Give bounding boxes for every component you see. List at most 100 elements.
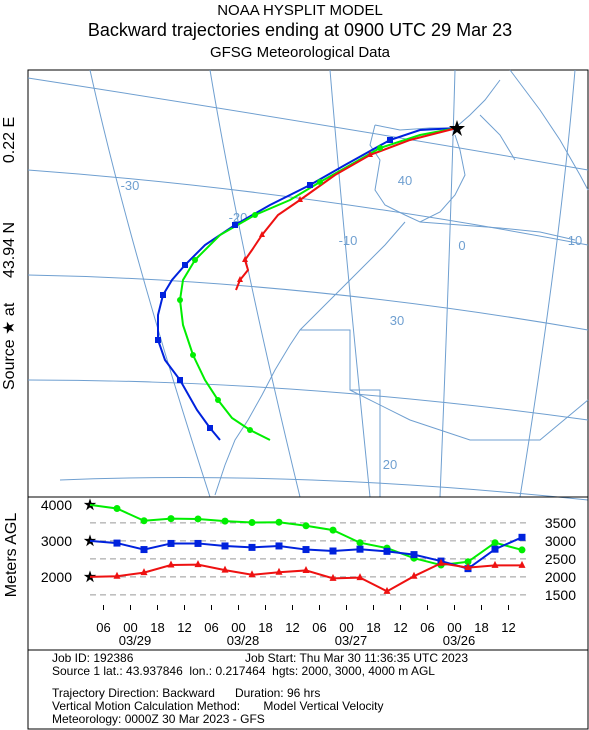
side-label: Source ★ at 43.94 N 0.22 E: [1, 117, 18, 390]
lon-line: [439, 69, 456, 498]
marker: [190, 352, 196, 358]
marker: [160, 292, 166, 298]
marker: [232, 222, 238, 228]
marker: [167, 560, 175, 568]
marker: [207, 425, 213, 431]
marker: [307, 182, 313, 188]
marker: [248, 543, 256, 551]
x-tick-label: 00: [123, 620, 137, 635]
coastline: [369, 79, 501, 223]
marker: [410, 571, 418, 579]
marker: [177, 297, 183, 303]
marker: [329, 547, 337, 555]
marker: [140, 568, 148, 576]
marker: [242, 256, 248, 262]
marker: [192, 257, 198, 263]
lon-line: [329, 69, 371, 498]
marker: [194, 515, 202, 523]
trajectory-path: [157, 127, 458, 441]
date-label: 03/26: [443, 633, 476, 648]
series-line: [89, 503, 523, 567]
marker: [491, 560, 499, 568]
marker: [329, 526, 337, 534]
date-label: 03/27: [335, 633, 368, 648]
marker: [464, 563, 472, 571]
source-height-label: 3000: [41, 533, 72, 549]
marker: [437, 558, 445, 566]
marker: [221, 565, 229, 573]
y-tick-label: 3000: [545, 533, 576, 549]
marker: [377, 145, 383, 151]
marker: [302, 522, 310, 530]
start-star: [83, 534, 97, 547]
marker: [387, 137, 393, 143]
grid-label: -30: [121, 178, 140, 193]
subtitle: GFSG Meteorological Data: [210, 44, 391, 61]
source-star: [449, 120, 465, 136]
marker: [410, 551, 418, 559]
border: [300, 69, 589, 497]
marker: [113, 571, 121, 579]
footer-text: Job ID: 192386: [52, 651, 134, 665]
lat-label: 43.94 N: [1, 222, 18, 278]
x-tick-label: 18: [150, 620, 164, 635]
marker: [215, 397, 221, 403]
marker: [491, 545, 499, 553]
marker: [518, 560, 526, 568]
y-tick-label: 2500: [545, 551, 576, 567]
marker: [140, 517, 148, 525]
grid-label: 20: [383, 457, 397, 472]
footer-text: Meteorology: 0000Z 30 Mar 2023 - GFS: [52, 712, 265, 726]
lat-line: [27, 77, 589, 171]
marker: [383, 586, 391, 594]
marker: [464, 558, 472, 566]
y-axis-label: Meters AGL: [3, 513, 20, 598]
x-tick-label: 06: [420, 620, 434, 635]
trajectory-path: [178, 127, 458, 441]
x-tick-label: 18: [366, 620, 380, 635]
marker: [248, 519, 256, 527]
marker: [237, 276, 243, 282]
lat-line: [27, 379, 589, 421]
marker: [113, 539, 121, 547]
marker: [221, 542, 229, 550]
source-height-label: 4000: [41, 497, 72, 513]
marker: [252, 212, 258, 218]
start-star: [83, 498, 97, 511]
source-height-label: 2000: [41, 569, 72, 585]
footer-frame: [27, 649, 589, 730]
lat-line: [27, 169, 589, 246]
y-tick-label: 2000: [545, 569, 576, 585]
lat-line: [27, 274, 589, 331]
footer-text: Source 1 lat.: 43.937846 lon.: 0.217464 …: [52, 664, 435, 678]
marker: [491, 539, 499, 547]
marker: [383, 547, 391, 555]
marker: [367, 151, 373, 157]
height-chart: 1500 2000 2500 3000 3500 4000 3000 2000 06 00 18 12…: [41, 497, 576, 648]
marker: [177, 377, 183, 383]
x-tick-label: 12: [393, 620, 407, 635]
marker: [167, 539, 175, 547]
map-frame: [27, 69, 589, 498]
marker: [317, 179, 323, 185]
coastline: [214, 221, 406, 496]
marker: [275, 567, 283, 575]
x-tick-label: 06: [204, 620, 218, 635]
marker: [167, 515, 175, 523]
marker: [518, 533, 526, 541]
marker: [302, 546, 310, 554]
marker: [221, 517, 229, 525]
x-tick-label: 18: [474, 620, 488, 635]
grid-label: 0: [458, 238, 465, 253]
title: NOAA HYSPLIT MODEL: [217, 2, 383, 19]
x-tick-label: 00: [447, 620, 461, 635]
footer-text: Trajectory Direction: Backward Duration:…: [52, 686, 320, 700]
y-tick-label: 1500: [545, 587, 576, 603]
x-tick-label: 12: [285, 620, 299, 635]
grid-label: 10: [568, 233, 582, 248]
marker: [194, 560, 202, 568]
date-label: 03/28: [227, 633, 260, 648]
marker: [297, 196, 303, 202]
marker: [356, 539, 364, 547]
